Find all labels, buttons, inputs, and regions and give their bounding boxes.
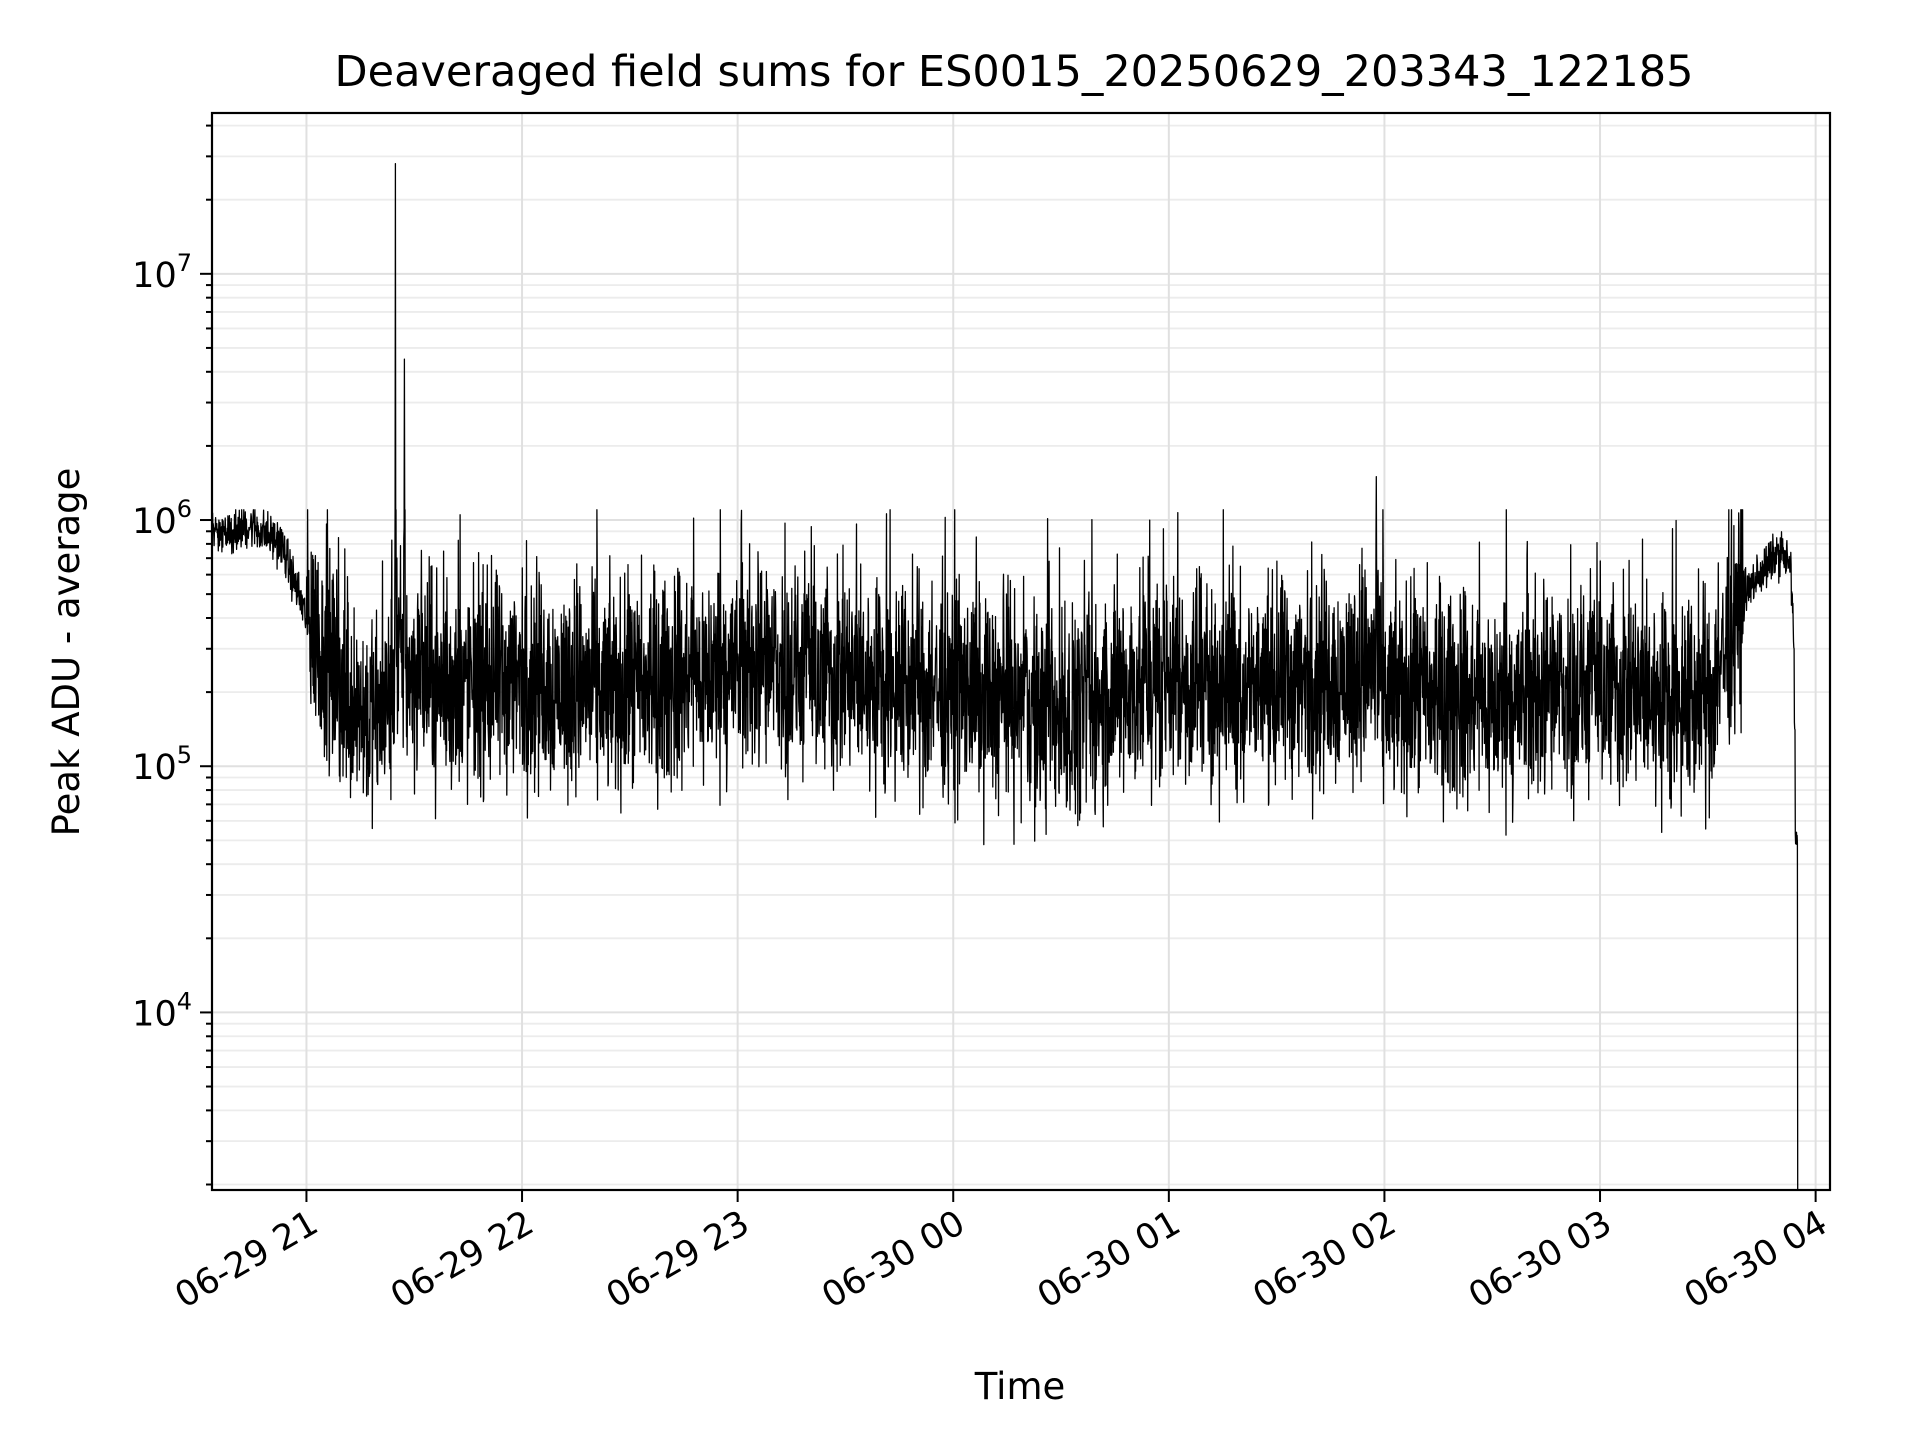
y-tick-label: 107: [132, 249, 192, 296]
y-tick-base: 10: [132, 748, 177, 788]
y-tick-exponent: 7: [177, 249, 192, 277]
y-tick-label: 105: [132, 741, 192, 788]
y-tick-label: 104: [132, 987, 192, 1034]
x-tick-label: 06-30 02: [1247, 1203, 1403, 1316]
x-axis-label: Time: [974, 1365, 1066, 1408]
x-tick-label: 06-29 21: [169, 1203, 325, 1316]
plot-frame: [210, 111, 1832, 1192]
chart-title: Deaveraged field sums for ES0015_2025062…: [335, 47, 1694, 97]
y-tick-exponent: 4: [177, 987, 192, 1015]
y-axis-label: Peak ADU - average: [45, 468, 88, 837]
y-tick-base: 10: [132, 994, 177, 1034]
y-tick-base: 10: [132, 502, 177, 542]
y-tick-exponent: 6: [177, 495, 192, 523]
x-tick-label: 06-30 00: [815, 1203, 971, 1316]
y-tick-base: 10: [132, 256, 177, 296]
x-tick-label: 06-29 23: [600, 1203, 756, 1316]
y-tick-exponent: 5: [177, 741, 192, 769]
x-tick-label: 06-29 22: [384, 1203, 540, 1316]
x-tick-label: 06-30 03: [1462, 1203, 1618, 1316]
series-line: [211, 163, 1799, 1191]
x-axis: 06-29 21 06-29 22 06-29 23 06-30 00 06-30 01…: [169, 1190, 1834, 1316]
y-tick-label: 106: [132, 495, 192, 542]
series-group: [211, 163, 1799, 1191]
x-tick-label: 06-30 04: [1678, 1203, 1834, 1316]
x-tick-label: 06-30 01: [1031, 1203, 1187, 1316]
